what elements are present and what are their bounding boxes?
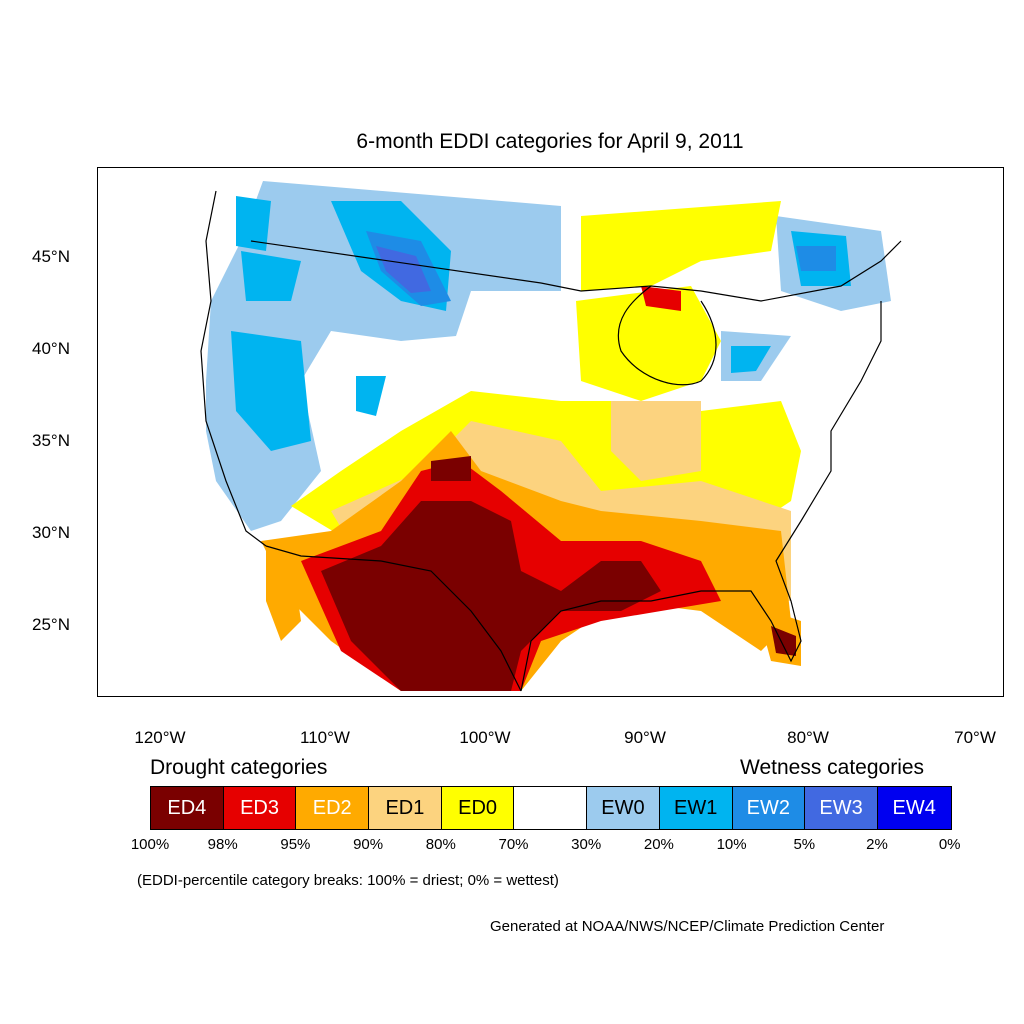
legend-tick: 80%	[425, 836, 456, 853]
legend-tick: 95%	[280, 836, 311, 853]
boundaries	[200, 190, 902, 692]
legend-tick: 70%	[498, 836, 529, 853]
legend-cell: ED4	[151, 787, 224, 829]
legend-cell: EW2	[732, 787, 806, 829]
wetness-heading: Wetness categories	[740, 756, 925, 779]
map-panel	[97, 167, 1004, 697]
drought-areas	[261, 201, 801, 691]
legend-tick: 90%	[353, 836, 384, 853]
legend-tick: 0%	[938, 836, 961, 853]
legend-tick: 2%	[866, 836, 888, 853]
eddi-map	[200, 181, 902, 692]
lat-label: 40°N	[32, 339, 70, 358]
legend-cell: EW4	[877, 787, 951, 829]
lon-label: 90°W	[624, 728, 666, 747]
legend-tick: 10%	[716, 836, 747, 853]
lon-label: 100°W	[459, 728, 511, 747]
lon-label: 120°W	[134, 728, 186, 747]
wetness-areas	[206, 181, 891, 531]
legend-cell: ED3	[223, 787, 297, 829]
lon-label: 110°W	[300, 728, 350, 747]
legend-cell: EW3	[805, 787, 878, 829]
legend-note: (EDDI-percentile category breaks: 100% =…	[137, 872, 559, 889]
legend-tick: 100%	[130, 836, 170, 853]
lon-label: 80°W	[787, 728, 829, 747]
legend-tick: 98%	[207, 836, 238, 853]
legend-tick: 30%	[571, 836, 602, 853]
lat-label: 25°N	[32, 615, 70, 634]
legend-tick: 20%	[643, 836, 674, 853]
lat-label: 30°N	[32, 523, 70, 542]
legend-cell: EW0	[587, 787, 660, 829]
lon-label: 70°W	[954, 728, 996, 747]
lat-label: 45°N	[32, 247, 70, 266]
credit-line: Generated at NOAA/NWS/NCEP/Climate Predi…	[490, 918, 885, 935]
map-title: 6-month EDDI categories for April 9, 201…	[356, 130, 744, 153]
legend-cell: ED0	[441, 787, 515, 829]
legend-cell: ED1	[369, 787, 442, 829]
legend-cell: ED2	[296, 787, 370, 829]
legend-bar: ED4 ED3 ED2 ED1 ED0 EW0 EW1 EW2 EW3 EW4	[150, 786, 952, 830]
lat-label: 35°N	[32, 431, 70, 450]
legend-tick: 5%	[793, 836, 816, 853]
legend-cell: EW1	[659, 787, 733, 829]
legend-cell	[514, 787, 588, 829]
drought-heading: Drought categories	[150, 756, 328, 779]
